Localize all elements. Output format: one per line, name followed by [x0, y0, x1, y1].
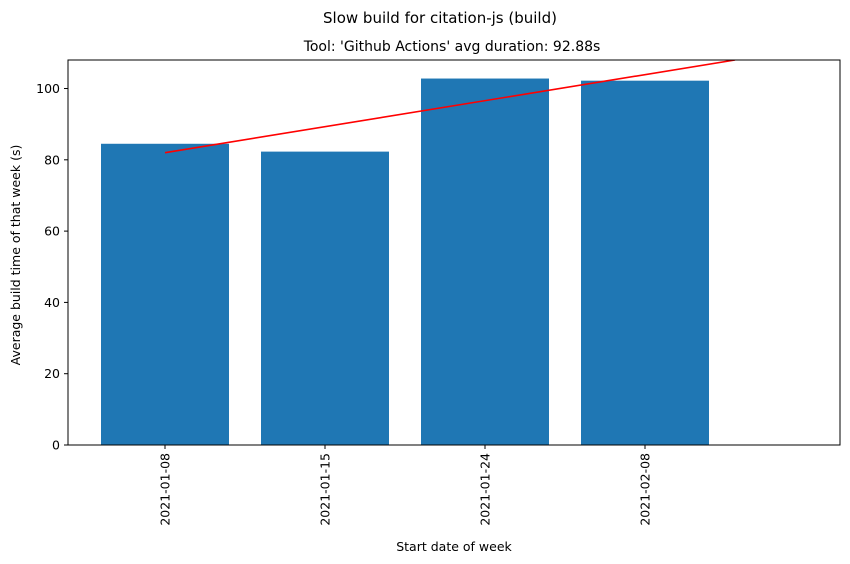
x-tick-label: 2021-01-08: [158, 453, 173, 526]
x-tick-label: 2021-01-15: [318, 453, 333, 526]
bar-2021-01-24: [421, 78, 549, 445]
y-axis: 0 20 40 60 80 100: [36, 81, 68, 453]
bar-2021-01-15: [261, 151, 389, 446]
trend-line: [164, 60, 736, 154]
bars-group: [101, 78, 709, 446]
x-tick-label: 2021-02-08: [638, 453, 653, 526]
y-axis-label: Average build time of that week (s): [8, 145, 23, 366]
chart-subtitle: Tool: 'Github Actions' avg duration: 92.…: [303, 39, 601, 55]
chart-title: Slow build for citation-js (build): [323, 9, 557, 27]
bar-2021-02-08: [581, 80, 709, 445]
x-axis-label: Start date of week: [396, 539, 512, 554]
y-tick-label: 40: [44, 295, 60, 310]
y-tick-label: 0: [52, 438, 60, 453]
plot-frame: [67, 59, 841, 446]
y-tick-label: 80: [44, 152, 60, 167]
x-axis: 2021-01-08 2021-01-15 2021-01-24 2021-02-08: [158, 445, 653, 526]
y-tick-label: 100: [36, 81, 60, 96]
x-tick-label: 2021-01-24: [478, 453, 493, 526]
y-tick-label: 20: [44, 366, 60, 381]
y-tick-label: 60: [44, 224, 60, 239]
trend-line-group: [164, 60, 736, 154]
bar-2021-01-08: [101, 143, 229, 446]
